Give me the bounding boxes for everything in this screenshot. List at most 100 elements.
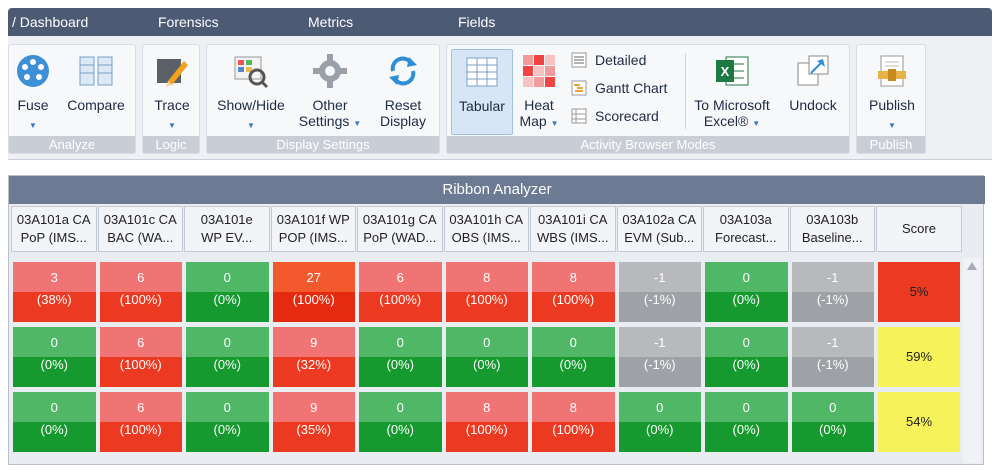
- metric-cell[interactable]: -1 (-1%): [789, 260, 876, 324]
- column-header-line1: 03A101g CA: [362, 212, 437, 227]
- score-cell[interactable]: 59%: [876, 325, 962, 389]
- metric-cell[interactable]: 0 (0%): [184, 325, 271, 389]
- fuse-icon: [17, 55, 49, 87]
- cell-count: 0: [742, 270, 750, 285]
- cell-count: -1: [826, 335, 839, 350]
- cell-count: 6: [137, 400, 145, 415]
- column-header[interactable]: 03A101g CA PoP (WAD...: [357, 206, 443, 252]
- metric-cell[interactable]: 3 (38%): [11, 260, 98, 324]
- tab-dashboard[interactable]: / Dashboard: [12, 14, 89, 30]
- metric-cell[interactable]: 0 (0%): [357, 325, 444, 389]
- metric-cell[interactable]: -1 (-1%): [616, 325, 703, 389]
- metric-cell[interactable]: 0 (0%): [703, 390, 790, 454]
- compare-button[interactable]: Compare: [63, 49, 129, 135]
- reset-display-button[interactable]: Reset Display: [371, 49, 435, 135]
- group-analyze: Fuse ▼ Compare Analyze: [8, 44, 136, 154]
- other-settings-button[interactable]: Other Settings ▼: [297, 49, 363, 135]
- metric-cell[interactable]: 0 (0%): [789, 390, 876, 454]
- column-header-score[interactable]: Score: [876, 206, 962, 252]
- column-header[interactable]: 03A101h CA OBS (IMS...: [443, 206, 529, 252]
- column-header-line2: EVM (Sub...: [624, 230, 695, 245]
- to-excel-label: To Microsoft Excel® ▼: [689, 97, 775, 132]
- column-header[interactable]: 03A101c CA BAC (WA...: [97, 206, 183, 252]
- gantt-chart-button[interactable]: Gantt Chart: [571, 77, 681, 99]
- cell-percent: (35%): [296, 422, 332, 437]
- column-header-line2: OBS (IMS...: [451, 230, 521, 245]
- fuse-button[interactable]: Fuse ▼: [11, 49, 55, 135]
- column-header-line2: POP (IMS...: [278, 230, 348, 245]
- tab-forensics[interactable]: Forensics: [158, 14, 219, 30]
- column-header-line2: WBS (IMS...: [537, 230, 609, 245]
- cell-percent: (-1%): [643, 292, 676, 307]
- metric-cell[interactable]: 6 (100%): [97, 325, 184, 389]
- cell-percent: (0%): [213, 292, 241, 307]
- cell-percent: (0%): [732, 292, 760, 307]
- metric-cell[interactable]: 0 (0%): [616, 390, 703, 454]
- metric-cell[interactable]: 6 (100%): [357, 260, 444, 324]
- scorecard-button[interactable]: Scorecard: [571, 105, 681, 127]
- metric-cell[interactable]: 0 (0%): [11, 390, 98, 454]
- scorecard-label: Scorecard: [595, 108, 659, 124]
- metric-cell[interactable]: 8 (100%): [443, 390, 530, 454]
- tab-fields[interactable]: Fields: [458, 14, 496, 30]
- cell-fill-bottom: [445, 357, 528, 387]
- column-header[interactable]: 03A101f WP POP (IMS...: [270, 206, 356, 252]
- undock-button[interactable]: Undock: [781, 49, 845, 135]
- metric-cell[interactable]: -1 (-1%): [616, 260, 703, 324]
- cell-fill-bottom: [272, 292, 355, 322]
- cell-fill-bottom: [791, 422, 874, 452]
- metric-cell[interactable]: 0 (0%): [530, 325, 617, 389]
- scorecard-icon: [571, 108, 587, 124]
- cell-percent: (0%): [473, 357, 501, 372]
- metric-cell[interactable]: 0 (0%): [443, 325, 530, 389]
- metric-cell[interactable]: -1 (-1%): [789, 325, 876, 389]
- metric-cell[interactable]: 9 (35%): [270, 390, 357, 454]
- metric-cell[interactable]: 0 (0%): [184, 390, 271, 454]
- tab-metrics[interactable]: Metrics: [308, 14, 354, 30]
- column-header[interactable]: 03A101e WP EV...: [184, 206, 270, 252]
- metric-cell[interactable]: 8 (100%): [530, 390, 617, 454]
- column-header[interactable]: 03A103b Baseline...: [789, 206, 875, 252]
- metric-cell[interactable]: 8 (100%): [443, 260, 530, 324]
- cell-percent: (0%): [732, 422, 760, 437]
- metric-cell[interactable]: 0 (0%): [184, 260, 271, 324]
- group-publish: Publish ▼ Publish: [856, 44, 926, 154]
- column-header[interactable]: 03A101a CA PoP (IMS...: [11, 206, 97, 252]
- cell-fill-top: [532, 327, 615, 357]
- scroll-up-icon[interactable]: [967, 262, 977, 270]
- cell-fill-bottom: [359, 292, 442, 322]
- metric-cell[interactable]: 6 (100%): [97, 260, 184, 324]
- group-title-analyze: Analyze: [9, 136, 135, 153]
- metric-cell[interactable]: 6 (100%): [97, 390, 184, 454]
- metric-cell[interactable]: 9 (32%): [270, 325, 357, 389]
- column-header[interactable]: 03A102a CA EVM (Sub...: [616, 206, 702, 252]
- heat-map-label: Heat Map ▼: [515, 97, 563, 132]
- metric-cell[interactable]: 0 (0%): [357, 390, 444, 454]
- column-header[interactable]: 03A103a Forecast...: [703, 206, 789, 252]
- tabular-button[interactable]: Tabular: [451, 49, 513, 135]
- metric-cell[interactable]: 0 (0%): [703, 260, 790, 324]
- metric-cell[interactable]: 27 (100%): [270, 260, 357, 324]
- heat-map-button[interactable]: Heat Map ▼: [515, 49, 563, 135]
- gantt-icon: [571, 80, 587, 96]
- cell-fill-top: [618, 327, 701, 357]
- metric-cell[interactable]: 8 (100%): [530, 260, 617, 324]
- publish-button[interactable]: Publish ▼: [861, 49, 923, 135]
- vertical-scrollbar[interactable]: [963, 258, 981, 463]
- cell-fill-top: [13, 327, 96, 357]
- chevron-down-icon: ▼: [29, 121, 37, 130]
- score-cell[interactable]: 5%: [876, 260, 962, 324]
- show-hide-button[interactable]: Show/Hide ▼: [213, 49, 289, 135]
- to-excel-button[interactable]: X To Microsoft Excel® ▼: [689, 49, 775, 135]
- publish-label: Publish: [869, 97, 915, 113]
- metric-cell[interactable]: 0 (0%): [11, 325, 98, 389]
- cell-percent: (32%): [296, 357, 332, 372]
- cell-fill-top: [705, 327, 788, 357]
- metric-cell[interactable]: 0 (0%): [703, 325, 790, 389]
- cell-fill-top: [13, 392, 96, 422]
- column-header[interactable]: 03A101i CA WBS (IMS...: [530, 206, 616, 252]
- show-hide-icon: [234, 56, 269, 89]
- trace-button[interactable]: Trace ▼: [147, 49, 197, 135]
- score-cell[interactable]: 54%: [876, 390, 962, 454]
- detailed-button[interactable]: Detailed: [571, 49, 681, 71]
